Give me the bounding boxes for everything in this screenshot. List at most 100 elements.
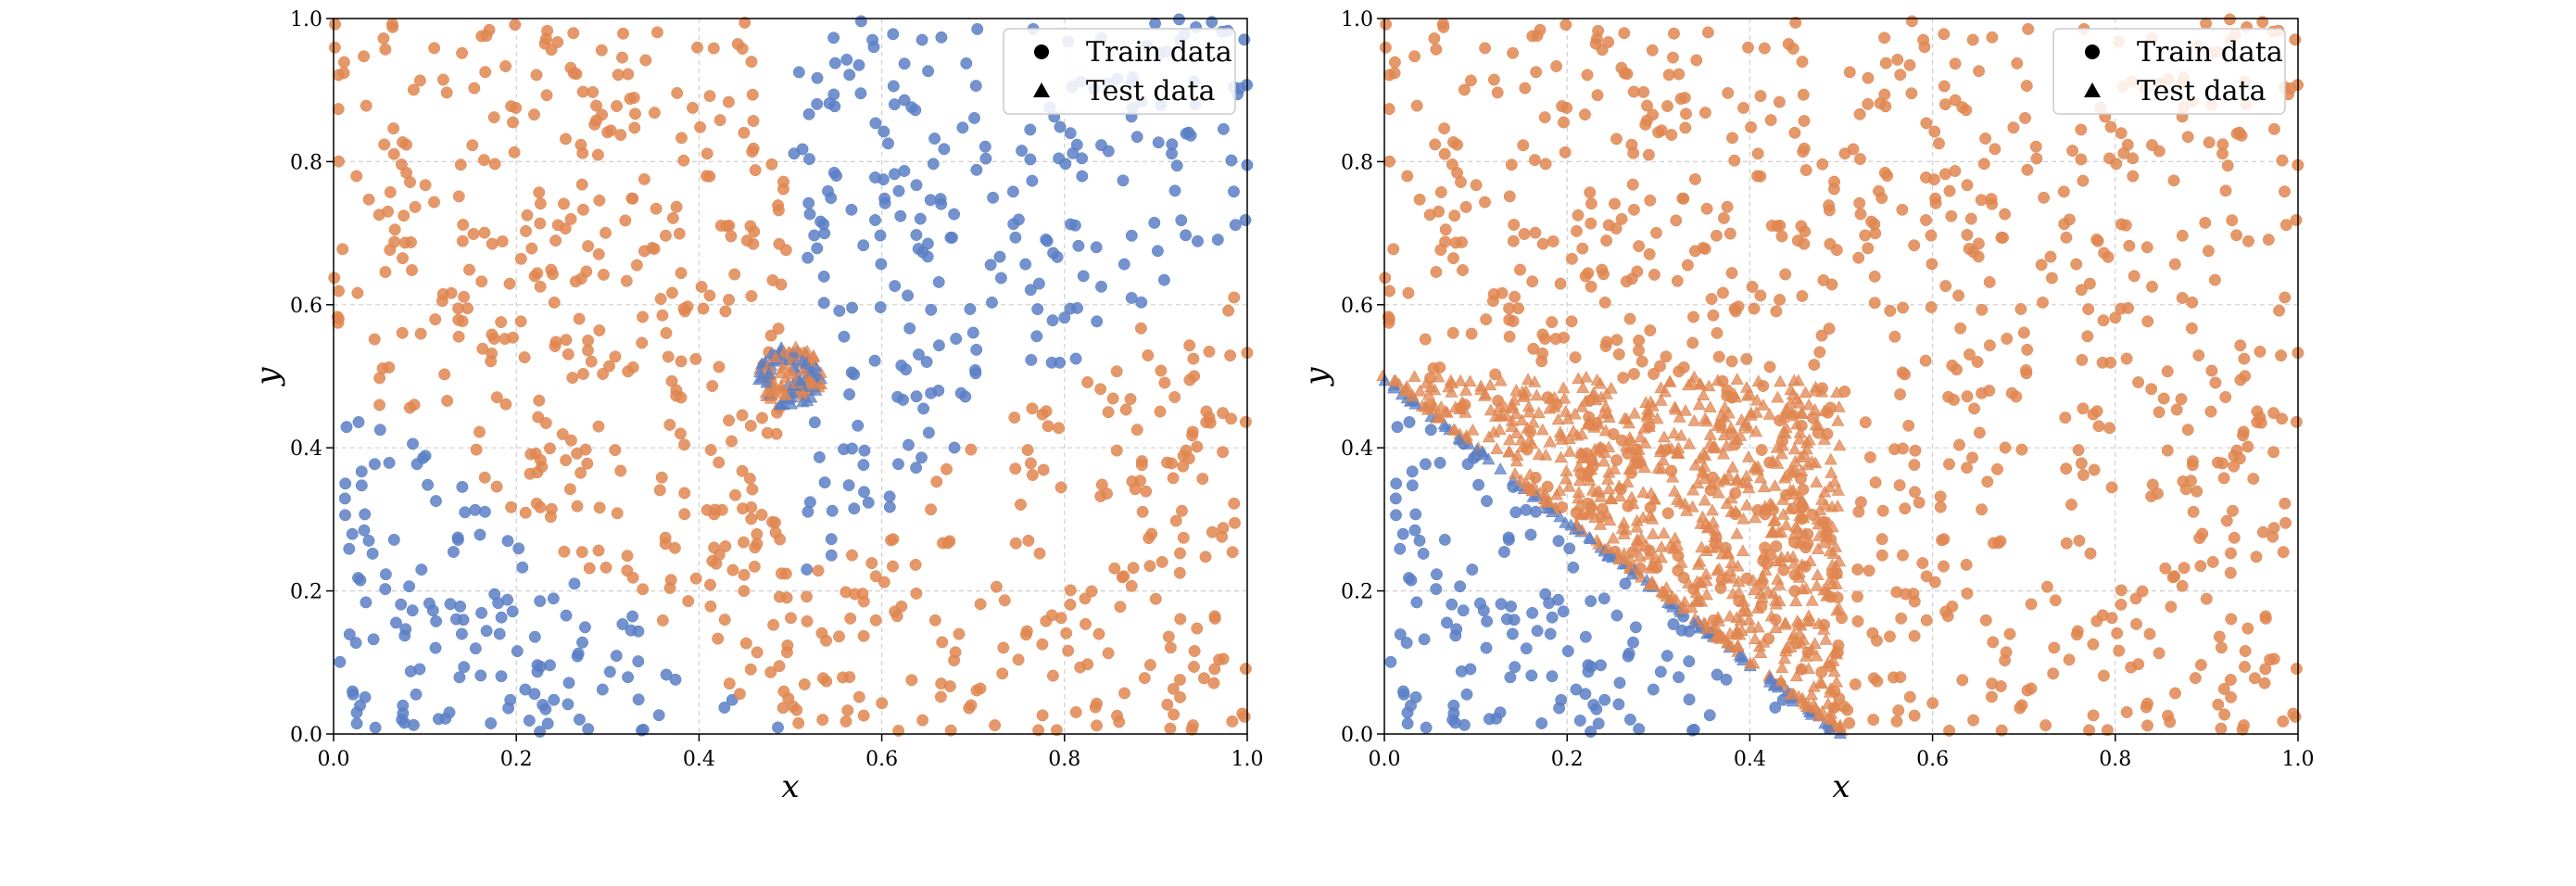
train-point <box>1572 209 1585 222</box>
train-point <box>362 534 375 547</box>
train-point <box>665 374 678 387</box>
train-point <box>823 97 836 109</box>
train-point <box>1390 509 1402 522</box>
train-point <box>1894 69 1907 82</box>
train-point <box>452 190 465 203</box>
test-point <box>1456 395 1470 408</box>
train-point <box>1600 335 1613 348</box>
train-point <box>593 194 606 207</box>
train-point <box>530 69 543 82</box>
test-point <box>1544 392 1558 404</box>
train-point <box>332 103 345 116</box>
test-point <box>1521 373 1535 386</box>
train-point <box>703 289 716 302</box>
train-point <box>1623 647 1635 660</box>
test-point <box>1796 691 1810 704</box>
train-point <box>723 414 736 427</box>
train-point <box>2025 598 2038 611</box>
train-point <box>1977 158 1990 171</box>
test-point <box>1668 484 1682 497</box>
train-point <box>1069 706 1082 718</box>
train-point <box>1037 463 1050 476</box>
test-point <box>1787 557 1801 569</box>
train-point <box>1060 627 1073 639</box>
train-point <box>970 343 983 356</box>
train-point <box>384 185 397 198</box>
train-point <box>648 107 661 120</box>
train-point <box>576 368 589 380</box>
train-point <box>1868 270 1881 283</box>
train-point <box>917 402 930 415</box>
train-point <box>1449 629 1462 642</box>
train-point <box>1069 352 1082 365</box>
train-point <box>1222 304 1235 317</box>
train-point <box>2241 440 2254 453</box>
train-point <box>687 101 699 114</box>
train-point <box>454 158 467 171</box>
test-point <box>1654 394 1668 406</box>
train-point <box>2128 270 2140 283</box>
train-point <box>436 73 449 86</box>
test-point <box>1721 635 1735 648</box>
right-legend-train-label: Train data <box>2137 36 2283 69</box>
train-point <box>662 350 675 363</box>
train-point <box>838 443 851 456</box>
train-point <box>924 194 937 207</box>
train-point <box>1401 717 1414 730</box>
y-tick-label: 0.8 <box>290 151 322 174</box>
train-point <box>525 242 538 255</box>
train-point <box>1673 671 1686 684</box>
train-point <box>1239 663 1252 676</box>
test-point <box>1705 503 1720 516</box>
train-point <box>2233 452 2246 465</box>
test-point <box>1779 518 1793 531</box>
train-point <box>1964 348 1976 361</box>
train-point <box>2058 218 2071 231</box>
test-point <box>1819 633 1833 645</box>
test-point <box>1539 449 1553 461</box>
train-point <box>1987 636 2000 649</box>
train-point <box>447 546 460 558</box>
test-point <box>1794 450 1808 462</box>
train-point <box>2038 191 2051 204</box>
train-point <box>1489 368 1502 381</box>
train-point <box>2224 674 2237 686</box>
test-point <box>1685 601 1698 614</box>
train-point <box>764 665 777 678</box>
train-point <box>1620 275 1633 288</box>
train-point <box>1448 209 1461 222</box>
train-point <box>968 111 980 124</box>
train-point <box>1025 353 1038 366</box>
test-point <box>1650 411 1664 424</box>
train-point <box>2234 373 2247 386</box>
test-point <box>1792 565 1807 578</box>
x-tick-label: 0.6 <box>1916 748 1949 771</box>
test-point <box>1603 513 1617 526</box>
train-point <box>1894 671 1907 684</box>
train-point <box>551 36 564 48</box>
train-point <box>622 671 635 684</box>
train-point <box>534 500 547 513</box>
train-point <box>1920 214 1932 226</box>
train-point <box>1446 158 1458 171</box>
train-point <box>1175 214 1188 227</box>
train-point <box>1592 24 1605 37</box>
train-point <box>1026 402 1039 415</box>
train-point <box>948 208 961 221</box>
train-point <box>867 41 880 54</box>
train-point <box>1700 202 1713 215</box>
train-point <box>2209 376 2222 389</box>
train-point <box>1217 446 1230 459</box>
train-point <box>1169 514 1182 527</box>
train-point <box>1022 534 1035 547</box>
train-point <box>1424 424 1437 437</box>
train-point <box>1142 349 1155 361</box>
train-point <box>1862 71 1875 84</box>
train-point <box>1851 563 1864 576</box>
train-point <box>1428 32 1441 44</box>
test-point <box>776 361 789 373</box>
train-point <box>582 723 595 736</box>
train-point <box>1943 458 1955 471</box>
train-point <box>2105 481 2118 494</box>
train-point <box>1648 268 1661 281</box>
